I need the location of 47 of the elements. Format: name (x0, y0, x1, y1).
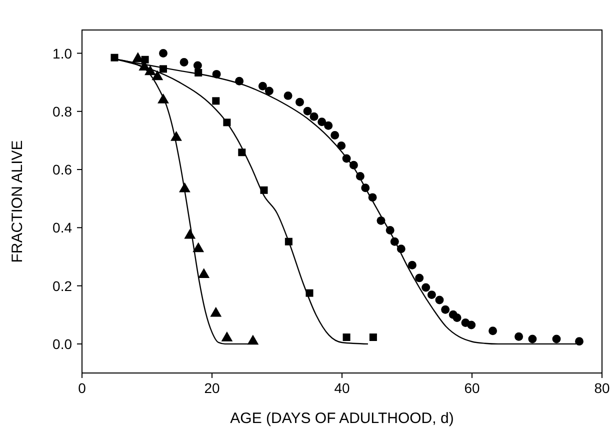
point (296, 98, 304, 106)
y-axis-title: FRACTION ALIVE (9, 140, 26, 263)
point (452, 314, 462, 322)
point (369, 333, 377, 342)
point (342, 333, 350, 342)
point (441, 305, 450, 314)
point (337, 141, 346, 150)
y-tick-label: 0.8 (52, 103, 72, 120)
point (488, 326, 498, 336)
x-tick-label: 60 (464, 380, 480, 396)
point (408, 260, 416, 270)
x-tick-label: 80 (594, 380, 610, 396)
point (514, 332, 524, 341)
x-axis-title: AGE (DAYS OF ADULTHOOD, d) (230, 410, 454, 427)
point (159, 49, 168, 58)
point (467, 320, 476, 330)
point (422, 283, 430, 292)
point (435, 296, 444, 304)
point (198, 268, 210, 278)
point (110, 54, 118, 62)
point (193, 61, 202, 70)
point (427, 290, 436, 300)
point (303, 106, 312, 116)
point (324, 121, 333, 130)
x-tick-label: 0 (78, 380, 86, 396)
point (575, 337, 584, 346)
point (306, 289, 314, 297)
point (212, 97, 220, 105)
point (528, 334, 537, 344)
y-tick-label: 0.2 (52, 278, 72, 294)
point (180, 58, 188, 66)
point (552, 334, 561, 344)
y-tick-label: 0.4 (52, 220, 72, 236)
point (260, 186, 268, 194)
point (415, 274, 424, 282)
y-tick-label: 0.6 (52, 162, 72, 178)
point (284, 91, 292, 100)
y-tick-label: 0.0 (52, 336, 72, 352)
point (330, 130, 340, 140)
point (141, 56, 149, 64)
y-tick-label: 1.0 (52, 45, 72, 62)
point (264, 86, 274, 96)
point (258, 82, 267, 90)
point (310, 112, 318, 121)
point (318, 118, 326, 126)
x-tick-label: 20 (204, 380, 220, 396)
x-tick-label: 40 (334, 380, 350, 396)
